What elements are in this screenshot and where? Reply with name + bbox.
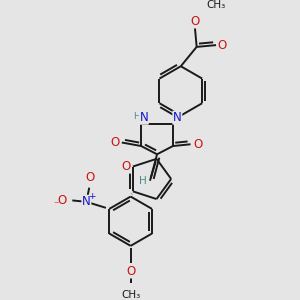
Text: CH₃: CH₃ bbox=[206, 0, 226, 10]
Text: O: O bbox=[110, 136, 119, 149]
Text: CH₃: CH₃ bbox=[121, 290, 140, 300]
Text: O: O bbox=[193, 138, 202, 151]
Text: O: O bbox=[218, 39, 227, 52]
Text: O: O bbox=[85, 171, 94, 184]
Text: H: H bbox=[134, 112, 140, 121]
Text: H: H bbox=[139, 176, 147, 186]
Text: ⁻: ⁻ bbox=[54, 200, 59, 210]
Text: N: N bbox=[82, 195, 91, 208]
Text: +: + bbox=[88, 192, 95, 201]
Text: O: O bbox=[121, 160, 130, 173]
Text: O: O bbox=[57, 194, 66, 207]
Text: O: O bbox=[190, 15, 200, 28]
Text: N: N bbox=[173, 111, 182, 124]
Text: O: O bbox=[126, 265, 135, 278]
Text: N: N bbox=[140, 111, 148, 124]
